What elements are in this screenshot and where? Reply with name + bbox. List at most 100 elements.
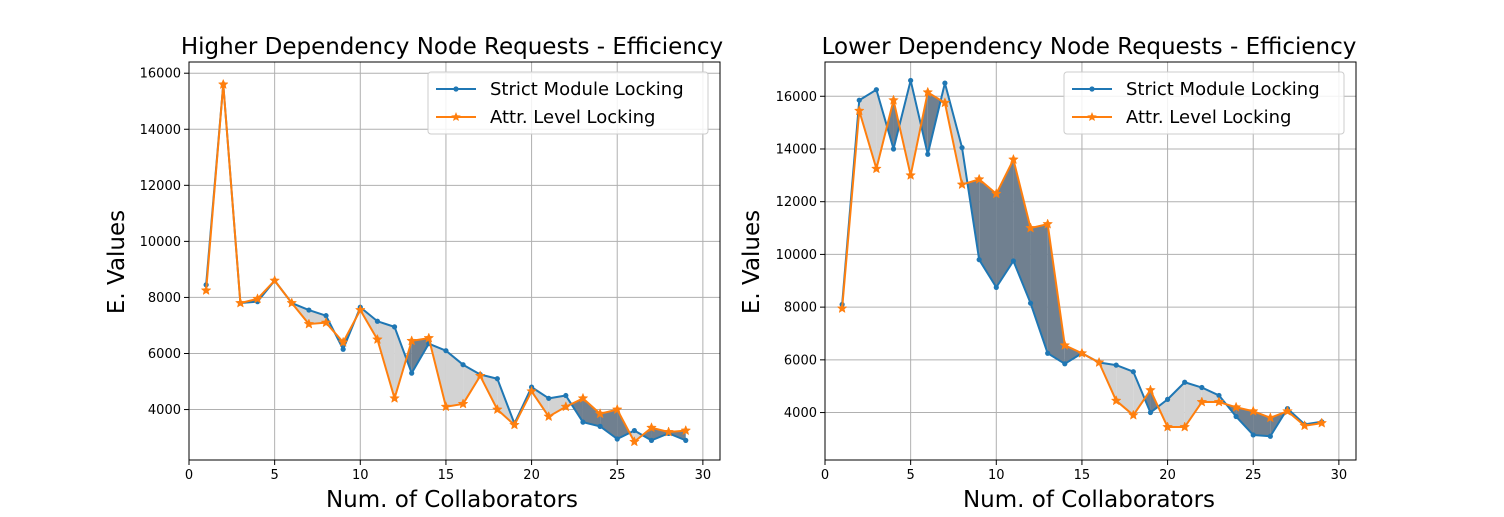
data-point bbox=[870, 163, 882, 174]
data-point bbox=[1027, 300, 1034, 306]
x-tick-label: 15 bbox=[1074, 468, 1091, 483]
data-point bbox=[474, 370, 486, 381]
data-point bbox=[491, 403, 503, 415]
data-point bbox=[526, 385, 537, 396]
x-tick-label: 20 bbox=[523, 468, 540, 483]
x-tick-label: 0 bbox=[185, 468, 193, 483]
y-axis-label: E. Values bbox=[104, 210, 130, 314]
legend-label: Strict Module Locking bbox=[1126, 79, 1320, 100]
data-point bbox=[925, 151, 931, 157]
x-tick-label: 30 bbox=[1331, 468, 1348, 483]
legend-marker bbox=[1087, 112, 1097, 122]
data-point bbox=[374, 318, 381, 324]
x-tick-label: 5 bbox=[271, 468, 279, 483]
axes-frame bbox=[824, 61, 1357, 461]
data-point bbox=[1008, 153, 1019, 165]
x-tick-label: 10 bbox=[988, 468, 1005, 483]
chart-title: Lower Dependency Node Requests - Efficie… bbox=[822, 34, 1357, 60]
data-point bbox=[543, 410, 555, 422]
data-point bbox=[680, 424, 692, 436]
data-point bbox=[976, 257, 982, 263]
data-point bbox=[577, 392, 589, 403]
data-point bbox=[1062, 361, 1068, 367]
data-point bbox=[836, 302, 848, 314]
y-tick-label: 14000 bbox=[776, 142, 817, 157]
legend-marker bbox=[1089, 86, 1095, 92]
fill-region-lower bbox=[1167, 382, 1185, 428]
y-tick-label: 12000 bbox=[776, 195, 817, 210]
data-point bbox=[1267, 433, 1273, 439]
ticks: 0 5 10 15 20 25 30 4000 6000 8000 10000 12000 14000 1… bbox=[776, 90, 1348, 483]
fill-region-higher bbox=[1064, 345, 1082, 364]
data-point bbox=[956, 178, 968, 190]
fill-region-higher bbox=[893, 100, 900, 149]
data-point bbox=[372, 333, 383, 345]
data-point bbox=[1216, 392, 1222, 399]
fill-region-higher bbox=[921, 92, 928, 155]
data-point bbox=[443, 348, 449, 354]
data-point bbox=[1233, 413, 1239, 420]
data-point bbox=[646, 422, 657, 433]
fill-region-lower bbox=[1133, 371, 1145, 416]
series-2 bbox=[200, 78, 692, 447]
data-point bbox=[973, 173, 985, 184]
data-point bbox=[1250, 432, 1256, 438]
fill-region-lower bbox=[548, 395, 566, 417]
data-point bbox=[1316, 417, 1328, 428]
y-tick-label: 14000 bbox=[140, 123, 181, 138]
data-point bbox=[217, 78, 229, 90]
legend-entry: Strict Module Locking bbox=[1072, 79, 1320, 100]
data-point bbox=[1299, 420, 1311, 431]
fill-region-higher bbox=[996, 159, 1014, 288]
data-point bbox=[959, 145, 965, 151]
fill-region-higher bbox=[1253, 411, 1271, 437]
y-tick-label: 10000 bbox=[140, 235, 181, 250]
data-point bbox=[1113, 362, 1119, 368]
data-point bbox=[1196, 396, 1208, 407]
y-tick-label: 6000 bbox=[784, 353, 817, 368]
y-tick-label: 12000 bbox=[140, 179, 181, 194]
x-tick-label: 0 bbox=[821, 468, 829, 483]
x-tick-label: 25 bbox=[609, 468, 626, 483]
legend-label: Attr. Level Locking bbox=[490, 107, 655, 128]
legend-box bbox=[1063, 71, 1345, 135]
data-point bbox=[611, 403, 623, 415]
fill-region-lower bbox=[308, 310, 327, 325]
fill-region-higher bbox=[406, 340, 412, 374]
data-point bbox=[1076, 347, 1088, 358]
legend-label: Attr. Level Locking bbox=[1126, 107, 1291, 128]
data-point bbox=[323, 313, 329, 319]
data-point bbox=[873, 87, 879, 93]
data-point bbox=[1182, 379, 1188, 385]
legend-label: Strict Module Locking bbox=[490, 79, 684, 100]
data-point bbox=[631, 427, 637, 434]
data-point bbox=[856, 97, 862, 103]
data-point bbox=[391, 324, 398, 330]
data-point bbox=[888, 94, 899, 105]
left-chart-panel: Higher Dependency Node Requests - Effici… bbox=[104, 34, 723, 513]
right-chart-panel: Lower Dependency Node Requests - Efficie… bbox=[739, 34, 1357, 513]
data-point bbox=[269, 274, 281, 286]
data-point bbox=[440, 401, 452, 412]
fill-region-higher bbox=[600, 409, 618, 439]
legend-box bbox=[427, 71, 709, 135]
data-point bbox=[509, 419, 520, 430]
data-point bbox=[990, 188, 1002, 199]
y-tick-label: 8000 bbox=[148, 291, 181, 306]
fill-region-higher bbox=[1013, 159, 1031, 304]
data-point bbox=[1093, 356, 1105, 368]
legend-entry: Attr. Level Locking bbox=[436, 107, 655, 128]
data-point bbox=[939, 97, 951, 108]
legend: Strict Module Locking Attr. Level Locking bbox=[1063, 71, 1345, 135]
data-point bbox=[1130, 369, 1136, 375]
fill-region-lower bbox=[899, 80, 911, 176]
fill-region-lower bbox=[377, 321, 395, 399]
data-point bbox=[683, 437, 689, 443]
data-point bbox=[303, 318, 315, 329]
data-point bbox=[494, 376, 500, 382]
fill-region-lower bbox=[1201, 387, 1219, 403]
data-point bbox=[648, 437, 655, 443]
data-point bbox=[1282, 405, 1293, 416]
x-tick-label: 10 bbox=[352, 468, 369, 483]
legend-marker bbox=[453, 86, 459, 92]
